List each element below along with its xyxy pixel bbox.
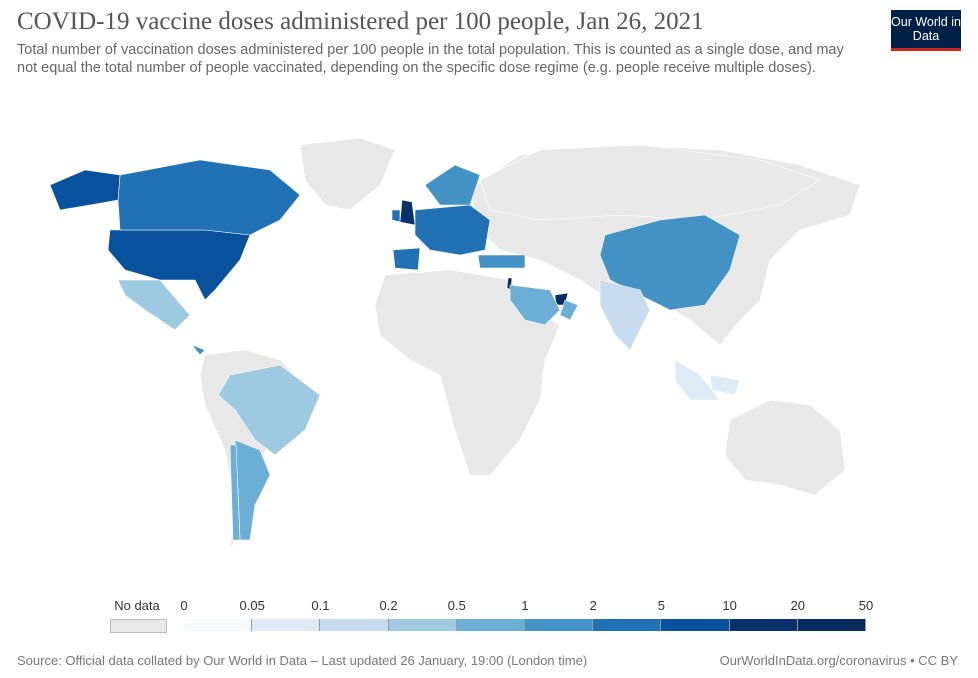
country-united-kingdom[interactable]	[399, 199, 416, 226]
legend-bin[interactable]	[729, 619, 798, 631]
russia[interactable]	[479, 144, 821, 221]
legend-bin[interactable]	[320, 619, 389, 631]
legend-tick-label: 20	[790, 598, 806, 613]
legend-bin[interactable]	[252, 619, 321, 631]
country-india[interactable]	[599, 279, 651, 351]
country-chile[interactable]	[229, 444, 241, 541]
logo-text: Our World in Data	[891, 15, 961, 43]
color-legend: No data 0 0.05 0.1 0.2 0.5 1 2 5 10 20 50	[0, 598, 978, 638]
legend-tick-label: 0	[180, 598, 188, 613]
legend-tick-label: 0.05	[239, 598, 265, 613]
australia-base[interactable]	[724, 399, 846, 496]
legend-no-data-label: No data	[114, 598, 160, 613]
legend-tick-label: 0.1	[311, 598, 330, 613]
chart-title: COVID-19 vaccine doses administered per …	[17, 8, 704, 35]
country-indonesia[interactable]	[674, 359, 741, 401]
legend-bin[interactable]	[456, 619, 525, 631]
legend-no-data-swatch[interactable]	[110, 619, 167, 633]
greenland[interactable]	[299, 137, 396, 211]
legend-tick-label: 5	[657, 598, 666, 613]
legend-tick-label: 0.2	[379, 598, 398, 613]
legend-bin[interactable]	[525, 619, 594, 631]
country-argentina[interactable]	[234, 439, 271, 541]
source-note: Source: Official data collated by Our Wo…	[17, 653, 588, 668]
legend-tick-label: 10	[722, 598, 737, 613]
chart-subtitle: Total number of vaccination doses admini…	[17, 42, 844, 76]
country-oman[interactable]	[559, 299, 579, 321]
country-china[interactable]	[599, 214, 741, 311]
country-brazil[interactable]	[217, 364, 321, 456]
country-saudi-arabia[interactable]	[509, 284, 561, 326]
legend-bin[interactable]	[184, 619, 253, 631]
world-map	[49, 137, 861, 551]
legend-tick-label: 0.5	[447, 598, 466, 613]
country-turkey[interactable]	[477, 254, 526, 269]
country-scandinavia[interactable]	[424, 164, 481, 206]
legend-tick-label: 1	[521, 598, 529, 613]
country-alaska[interactable]	[49, 169, 121, 211]
legend-bin[interactable]	[797, 619, 866, 631]
legend-tick-label: 2	[589, 598, 597, 613]
country-spain[interactable]	[392, 247, 421, 271]
source-url-link[interactable]: OurWorldInData.org/coronavirus • CC BY	[719, 653, 958, 668]
legend-bin[interactable]	[388, 619, 457, 631]
legend-bin[interactable]	[661, 619, 730, 631]
owid-logo[interactable]: Our World in Data	[891, 10, 961, 51]
country-europe[interactable]	[414, 204, 491, 256]
country-ireland[interactable]	[391, 209, 401, 223]
country-costa-rica[interactable]	[191, 344, 206, 356]
legend-tick-label: 50	[858, 598, 874, 613]
country-canada[interactable]	[117, 159, 301, 236]
country-mexico[interactable]	[117, 279, 191, 331]
legend-bin[interactable]	[593, 619, 662, 631]
